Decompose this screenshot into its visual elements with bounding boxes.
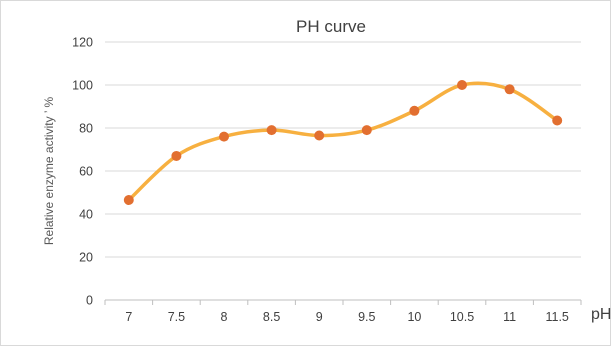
- y-tick-label: 40: [79, 208, 93, 222]
- x-tick-label: 10: [407, 310, 421, 324]
- data-point: [219, 131, 229, 142]
- series-line: [127, 81, 559, 202]
- chart-title: PH curve: [296, 17, 366, 36]
- y-tick-labels: 0 20 40 60 80 100 120: [72, 36, 93, 308]
- x-ticks: 7 7.5 8 8.5 9 9.5 10 10.5 11 11.5: [104, 300, 582, 324]
- data-point: [314, 130, 325, 141]
- y-axis-label: Relative enzyme activity ’ %: [42, 97, 56, 246]
- series-layer: [123, 80, 563, 206]
- x-tick-label: 8.5: [263, 310, 280, 324]
- x-tick-label: 9.5: [358, 310, 375, 324]
- gridlines: [105, 41, 581, 301]
- y-tick-label: 0: [86, 294, 93, 308]
- x-axis-label: pH: [591, 306, 611, 323]
- x-tick-label: 10.5: [450, 310, 474, 324]
- y-tick-label: 60: [79, 165, 93, 179]
- y-tick-label: 80: [79, 122, 93, 136]
- x-tick-label: 11.5: [545, 310, 568, 324]
- y-tick-label: 120: [72, 36, 93, 50]
- data-point: [123, 195, 134, 206]
- data-point: [361, 125, 372, 136]
- y-tick-label: 20: [79, 251, 93, 265]
- x-tick-label: 8: [221, 310, 228, 324]
- data-point: [266, 125, 277, 136]
- x-tick-label: 9: [316, 310, 323, 324]
- data-point: [552, 115, 563, 126]
- data-point: [457, 80, 467, 90]
- data-point: [504, 84, 515, 95]
- data-point: [409, 105, 420, 116]
- x-tick-label: 11: [503, 310, 516, 324]
- data-point: [171, 150, 182, 161]
- x-tick-label: 7.5: [168, 310, 185, 324]
- y-tick-label: 100: [72, 79, 93, 93]
- x-tick-label: 7: [125, 310, 132, 324]
